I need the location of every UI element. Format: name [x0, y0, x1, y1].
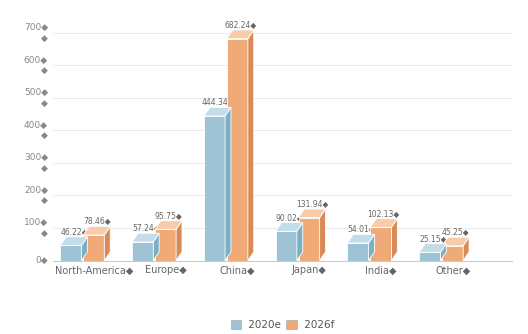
Polygon shape [347, 234, 374, 243]
Polygon shape [105, 226, 110, 261]
Text: 90.02◆: 90.02◆ [276, 213, 303, 222]
Polygon shape [391, 219, 398, 261]
Polygon shape [60, 237, 88, 245]
Polygon shape [297, 222, 303, 261]
Text: 54.01◆: 54.01◆ [347, 224, 375, 233]
Polygon shape [319, 209, 326, 261]
Polygon shape [227, 30, 254, 39]
Text: 131.94◆: 131.94◆ [296, 199, 328, 208]
Polygon shape [419, 253, 440, 261]
Polygon shape [176, 221, 182, 261]
Polygon shape [347, 243, 369, 261]
Polygon shape [227, 39, 248, 261]
Text: 57.24◆: 57.24◆ [132, 223, 159, 232]
Polygon shape [370, 219, 398, 227]
Polygon shape [276, 222, 303, 231]
Text: 102.13◆: 102.13◆ [367, 209, 400, 218]
Polygon shape [442, 246, 463, 261]
Text: 45.25◆: 45.25◆ [442, 227, 469, 236]
Polygon shape [419, 244, 446, 253]
Polygon shape [370, 227, 391, 261]
Polygon shape [132, 242, 153, 261]
Polygon shape [204, 116, 225, 261]
Polygon shape [81, 237, 88, 261]
Text: 444.34◆: 444.34◆ [201, 98, 234, 107]
Polygon shape [60, 245, 81, 261]
Polygon shape [132, 233, 159, 242]
Polygon shape [204, 107, 231, 116]
Polygon shape [442, 237, 469, 246]
Polygon shape [225, 107, 231, 261]
Polygon shape [298, 209, 326, 218]
Polygon shape [155, 221, 182, 229]
Text: 95.75◆: 95.75◆ [155, 211, 182, 220]
Polygon shape [248, 30, 254, 261]
Polygon shape [155, 229, 176, 261]
Polygon shape [463, 237, 469, 261]
Polygon shape [440, 244, 446, 261]
Polygon shape [276, 231, 297, 261]
Text: 78.46◆: 78.46◆ [83, 216, 110, 225]
Polygon shape [83, 226, 110, 235]
Legend:  2020e,  2026f: 2020e, 2026f [227, 316, 338, 334]
Text: 46.22◆: 46.22◆ [60, 227, 88, 236]
Text: 25.15◆: 25.15◆ [419, 234, 447, 243]
Text: 682.24◆: 682.24◆ [224, 20, 257, 29]
Polygon shape [369, 234, 374, 261]
Polygon shape [83, 235, 105, 261]
Polygon shape [153, 233, 159, 261]
Polygon shape [298, 218, 319, 261]
